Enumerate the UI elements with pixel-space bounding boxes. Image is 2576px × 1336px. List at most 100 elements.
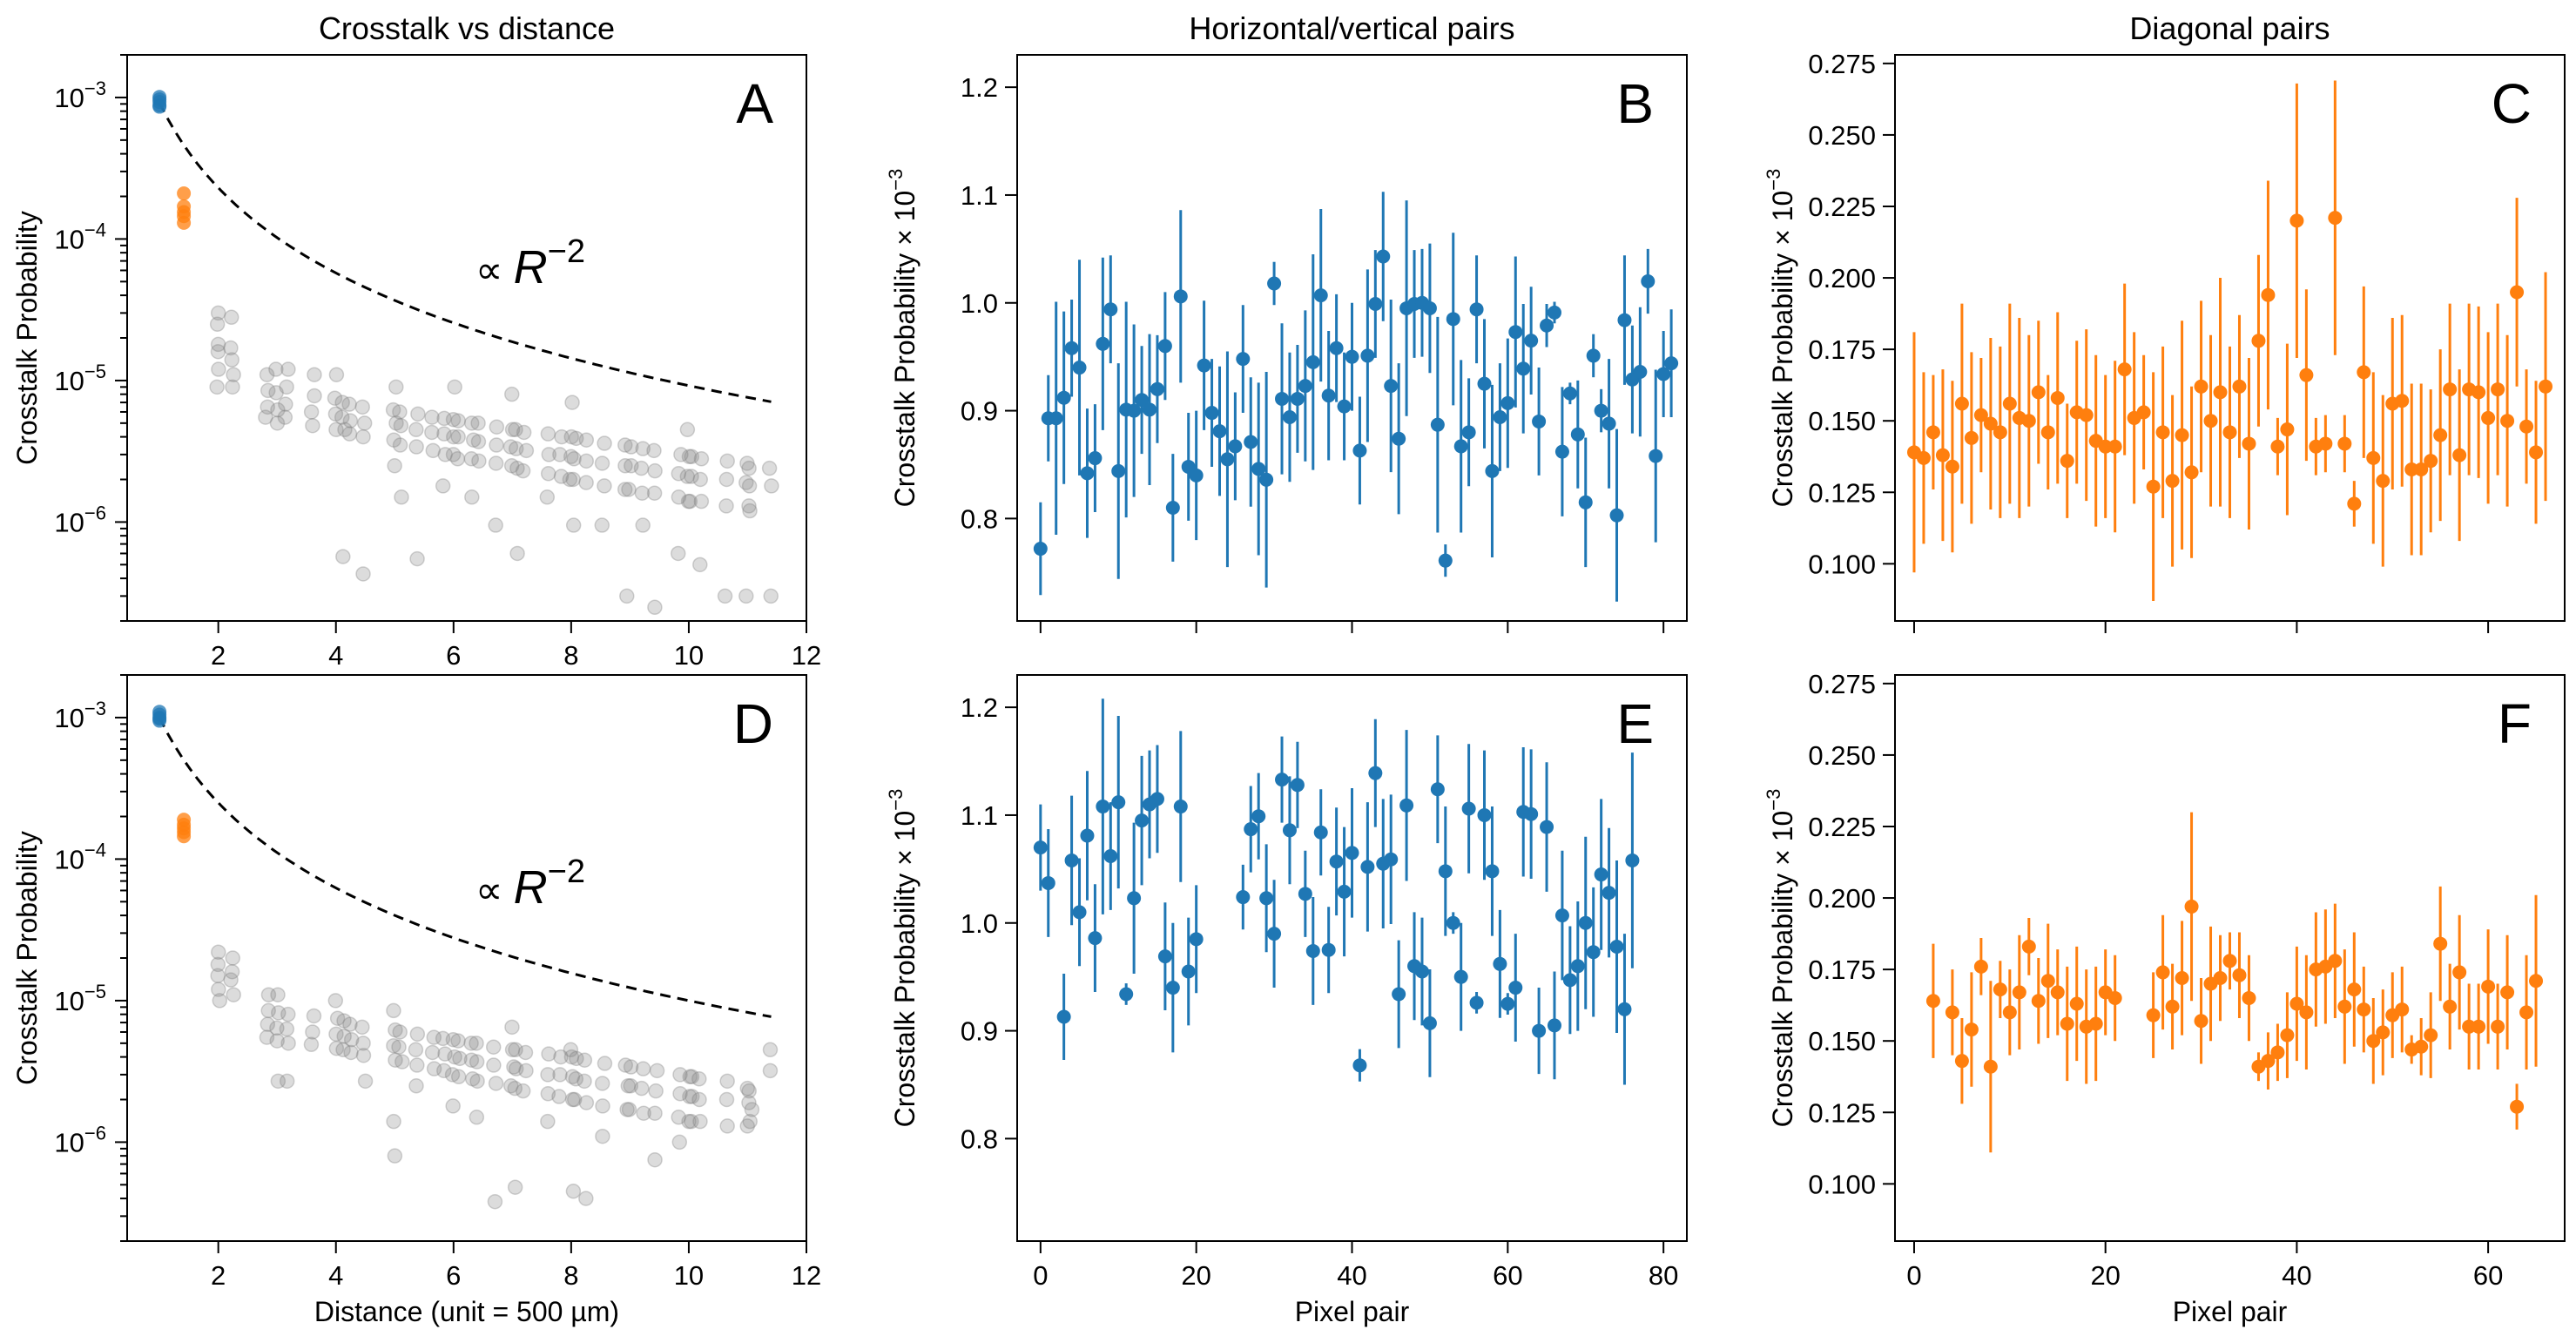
scatter-point [578, 1191, 594, 1206]
scatter-point [634, 485, 651, 501]
scatter-point [648, 1083, 664, 1099]
data-point [1422, 1015, 1437, 1030]
scatter-point [485, 1039, 502, 1055]
data-point [2529, 445, 2544, 460]
data-point [2050, 390, 2065, 405]
scatter-point [450, 413, 466, 428]
scatter-point [739, 1118, 755, 1134]
scatter-point [271, 1005, 287, 1021]
data-point [2146, 1008, 2161, 1022]
data-point [1547, 305, 1561, 320]
y-tick-label: 0.200 [1808, 883, 1876, 914]
scatter-point [762, 1063, 779, 1079]
data-point [2155, 425, 2170, 440]
scatter-point [269, 415, 286, 431]
data-point [1609, 940, 1624, 954]
panel-c: Diagonal pairs0.1000.1250.1500.1750.2000… [1763, 10, 2566, 633]
reference-curve [158, 102, 772, 403]
scatter-point [336, 1013, 352, 1029]
scatter-point [463, 415, 480, 431]
scatter-point [564, 1091, 581, 1108]
data-point [1945, 459, 1959, 474]
data-point [1508, 981, 1523, 995]
x-axis-label: Pixel pair [1295, 1296, 1410, 1327]
scatter-point [327, 993, 344, 1009]
data-point [1392, 987, 1406, 1002]
scatter-point [679, 469, 696, 484]
scatter-point [741, 498, 757, 514]
x-tick-label: 20 [1181, 1260, 1210, 1291]
y-ticks: 10−3 10−4 10−5 10−6 [54, 674, 127, 1242]
data-point [1236, 352, 1251, 367]
data-point [1360, 860, 1375, 874]
data-point [2376, 474, 2391, 489]
scatter-point [469, 1054, 485, 1069]
scatter-point [342, 413, 359, 428]
scatter-point [424, 409, 440, 425]
gray-points [209, 305, 779, 616]
scatter-point [260, 1002, 276, 1019]
data-point [2194, 1014, 2208, 1029]
data-point [2424, 454, 2438, 469]
data-point [1609, 508, 1624, 523]
data-point [2280, 422, 2295, 437]
scatter-point [502, 439, 519, 455]
data-point [2443, 382, 2458, 397]
scatter-point [210, 305, 226, 321]
scatter-point [553, 469, 570, 484]
data-point [2251, 334, 2266, 348]
scatter-point [565, 1184, 582, 1199]
scatter-point [386, 432, 401, 448]
data-point [1298, 379, 1312, 394]
data-point [2337, 436, 2352, 451]
x-tick-label: 2 [211, 1260, 226, 1291]
scatter-point [717, 588, 733, 604]
data-point [2500, 414, 2515, 428]
scatter-point [277, 409, 293, 425]
data-point [1228, 439, 1243, 454]
scatter-point [211, 944, 226, 961]
data-point [2031, 385, 2046, 400]
data-point [1321, 942, 1336, 957]
scatter-point [328, 1040, 345, 1056]
data-point [1532, 414, 1547, 428]
scatter-point [394, 489, 409, 505]
scatter-point [741, 1095, 757, 1110]
reference-curve [158, 717, 772, 1018]
scatter-point [488, 517, 503, 533]
data-point [1305, 943, 1320, 958]
scatter-point [684, 1089, 700, 1104]
scatter-point [386, 1113, 401, 1130]
scatter-point [388, 1022, 403, 1038]
scatter-point [386, 1037, 401, 1054]
scatter-point [436, 1063, 452, 1079]
data-point [2481, 410, 2496, 425]
scatter-point [470, 415, 486, 431]
data-point [1461, 425, 1476, 440]
scatter-point [355, 428, 371, 445]
scatter-point [563, 428, 579, 445]
data-point [1305, 354, 1320, 369]
scatter-point [307, 388, 322, 404]
data-point [1500, 395, 1515, 410]
y-ticks: 10−3 10−4 10−5 10−6 [54, 54, 127, 622]
scatter-point [568, 1071, 584, 1087]
scatter-point [327, 390, 343, 406]
scatter-point [635, 517, 651, 533]
x-tick-label: 8 [563, 640, 578, 671]
data-point [1461, 801, 1476, 816]
data-point [1570, 959, 1585, 974]
panel-letter: E [1616, 692, 1654, 755]
scatter-point [617, 482, 633, 497]
scatter-point [303, 1036, 320, 1053]
data-point [1578, 915, 1593, 930]
data-point [2107, 990, 2122, 1005]
data-point [2519, 1005, 2534, 1020]
data-point [1181, 964, 1196, 979]
scatter-point [718, 1091, 735, 1108]
scatter-point [335, 549, 351, 564]
data-point [1189, 468, 1204, 482]
scatter-point [212, 993, 228, 1009]
data-point [2299, 368, 2314, 382]
data-point [1290, 778, 1305, 793]
